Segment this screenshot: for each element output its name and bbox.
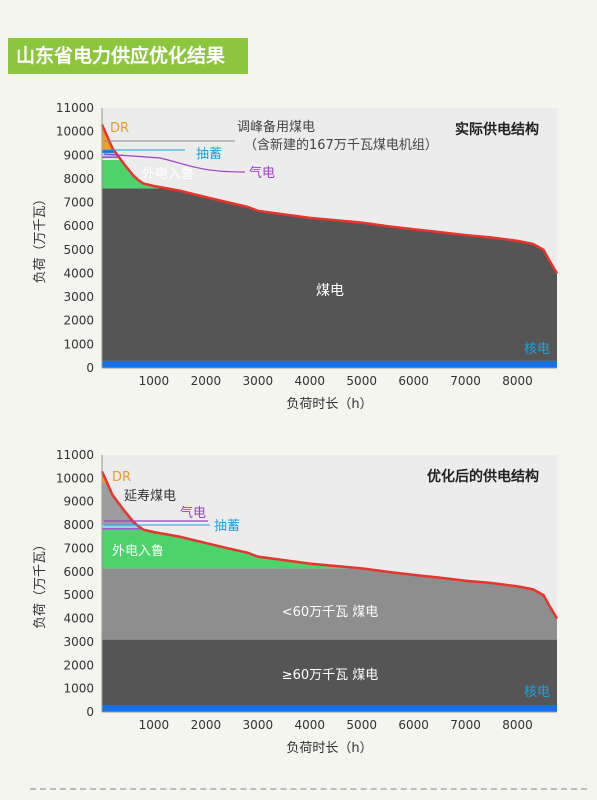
series-1-area (102, 639, 557, 705)
coal-label: 煤电 (316, 283, 344, 299)
page-title: 山东省电力供应优化结果 (8, 38, 248, 74)
x-tick-label: 5000 (346, 374, 377, 388)
gas-label: 气电 (249, 165, 275, 181)
nuclear-label: 核电 (524, 685, 550, 700)
series-5-area (102, 525, 141, 528)
y-tick-label: 7000 (63, 541, 94, 555)
divider (30, 788, 587, 790)
x-tick-label: 3000 (243, 374, 274, 388)
series-5-area (102, 150, 116, 153)
series-3-area (102, 156, 120, 159)
external-label: 外电入鲁 (112, 544, 164, 559)
y-tick-label: 5000 (63, 588, 94, 602)
y-axis-label: 负荷（万千瓦） (33, 538, 48, 629)
series-3-area (102, 529, 362, 569)
chart-title: 优化后的供电结构 (427, 468, 539, 485)
y-axis-label: 负荷（万千瓦） (33, 192, 48, 283)
x-tick-label: 7000 (450, 718, 481, 732)
y-tick-label: 10000 (56, 125, 94, 139)
x-tick-label: 7000 (450, 374, 481, 388)
y-tick-label: 10000 (56, 471, 94, 485)
coal-small-label: <60万千瓦 煤电 (282, 605, 379, 620)
storage-label: 抽蓄 (214, 519, 240, 534)
peak-coal-sublabel: （含新建的167万千瓦煤电机组） (244, 137, 438, 153)
y-tick-label: 6000 (63, 565, 94, 579)
y-tick-label: 4000 (63, 612, 94, 626)
storage-label: 抽蓄 (196, 147, 222, 162)
chart-title: 实际供电结构 (455, 121, 539, 138)
x-tick-label: 4000 (294, 718, 325, 732)
y-tick-label: 0 (86, 705, 94, 719)
x-tick-label: 3000 (243, 718, 274, 732)
load-curve-line (100, 124, 559, 275)
y-tick-label: 2000 (63, 658, 94, 672)
y-tick-label: 0 (86, 361, 94, 375)
series-2-area (102, 160, 168, 189)
chart-optimized-supply: 0 1000 2000 3000 4000 5000 6000 7000 8000 9000 100… (33, 448, 559, 756)
y-tick-label: 8000 (63, 172, 94, 186)
extension-label: 延寿煤电 (124, 489, 176, 504)
y-tick-label: 9000 (63, 148, 94, 162)
x-tick-label: 2000 (191, 718, 222, 732)
x-axis-label: 负荷时长（h） (286, 397, 372, 412)
y-tick-label: 2000 (63, 314, 94, 328)
y-tick-label: 9000 (63, 495, 94, 509)
x-tick-label: 5000 (346, 718, 377, 732)
nuclear-band (102, 704, 557, 712)
dr-label: DR (112, 470, 131, 485)
y-tick-label: 8000 (63, 518, 94, 532)
load-curve-line (100, 470, 559, 620)
x-tick-label: 4000 (294, 374, 325, 388)
external-label: 外电入鲁 (142, 167, 194, 182)
y-tick-label: 11000 (56, 448, 94, 462)
dr-label: DR (110, 121, 129, 136)
y-tick-label: 5000 (63, 243, 94, 257)
coal-large-label: ≥60万千瓦 煤电 (282, 668, 379, 683)
gas-leader (103, 153, 246, 173)
nuclear-band (102, 360, 557, 368)
y-tick-label: 3000 (63, 290, 94, 304)
series-1-area (102, 188, 557, 361)
y-tick-label: 11000 (56, 101, 94, 115)
y-tick-label: 6000 (63, 219, 94, 233)
x-tick-label: 6000 (398, 374, 429, 388)
y-tick-label: 3000 (63, 635, 94, 649)
y-tick-label: 7000 (63, 196, 94, 210)
peak-coal-label: 调峰备用煤电 (237, 119, 315, 135)
chart-actual-supply: 0 1000 2000 3000 4000 5000 6000 7000 8000 9000 100… (33, 101, 559, 412)
y-tick-label: 1000 (63, 337, 94, 351)
y-tick-label: 1000 (63, 682, 94, 696)
gas-label: 气电 (180, 505, 206, 521)
nuclear-label: 核电 (524, 342, 550, 357)
x-tick-label: 8000 (502, 374, 533, 388)
x-tick-label: 1000 (139, 374, 170, 388)
series-2-area (102, 568, 557, 640)
x-axis-label: 负荷时长（h） (286, 741, 372, 756)
series-4-area (102, 527, 144, 530)
x-tick-label: 1000 (139, 718, 170, 732)
x-tick-label: 2000 (191, 374, 222, 388)
x-tick-label: 6000 (398, 718, 429, 732)
y-tick-label: 4000 (63, 266, 94, 280)
series-6-area (102, 124, 115, 151)
x-tick-label: 8000 (502, 718, 533, 732)
